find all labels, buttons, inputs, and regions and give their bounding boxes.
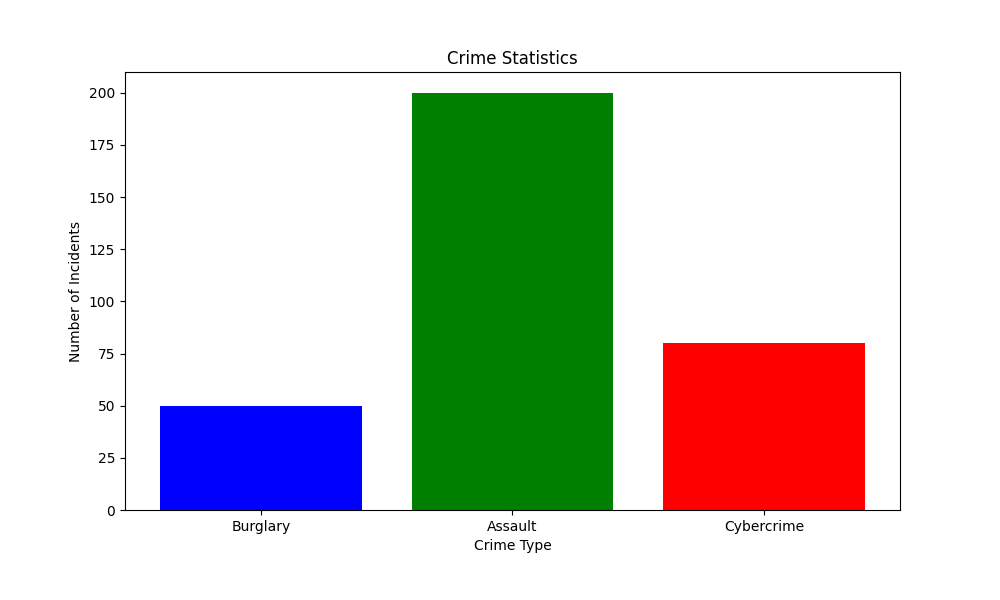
Bar: [663, 343, 865, 510]
Bar: [412, 93, 613, 510]
Y-axis label: Number of Incidents: Number of Incidents: [69, 220, 83, 361]
Bar: [160, 406, 362, 510]
Title: Crime Statistics: Crime Statistics: [447, 50, 578, 68]
X-axis label: Crime Type: Crime Type: [474, 539, 551, 553]
